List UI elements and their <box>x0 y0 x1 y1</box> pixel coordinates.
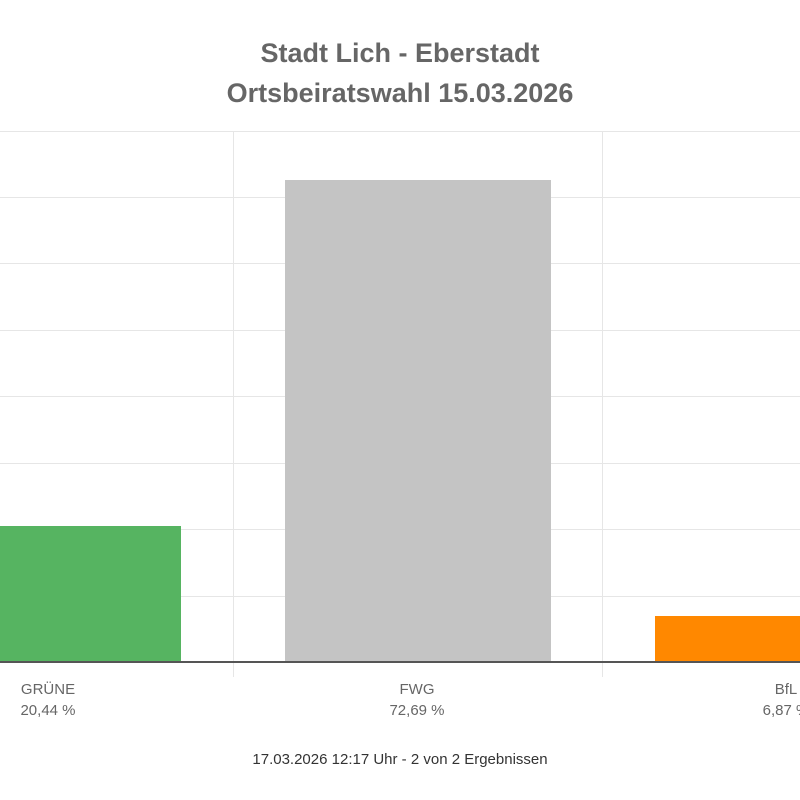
category-divider <box>233 131 234 677</box>
chart-title: Stadt Lich - Eberstadt <box>260 38 540 68</box>
x-label-party: GRÜNE <box>20 681 76 698</box>
x-label-party: FWG <box>399 681 435 698</box>
x-label-percent: 72,69 % <box>389 702 445 719</box>
bar-fwg[interactable] <box>285 180 551 662</box>
x-axis-baseline <box>0 661 800 663</box>
x-label-percent: 20,44 % <box>20 702 76 719</box>
bar-bfl[interactable] <box>655 616 800 662</box>
category-divider <box>602 131 603 677</box>
chart-subtitle: Ortsbeiratswahl 15.03.2026 <box>226 78 574 108</box>
x-label-percent: 6,87 % <box>762 702 800 719</box>
result-timestamp: 17.03.2026 12:17 Uhr - 2 von 2 Ergebniss… <box>252 751 548 768</box>
x-label-party: BfL <box>774 681 798 698</box>
gridline-80 <box>0 131 800 132</box>
bar-gruene[interactable] <box>0 526 181 662</box>
